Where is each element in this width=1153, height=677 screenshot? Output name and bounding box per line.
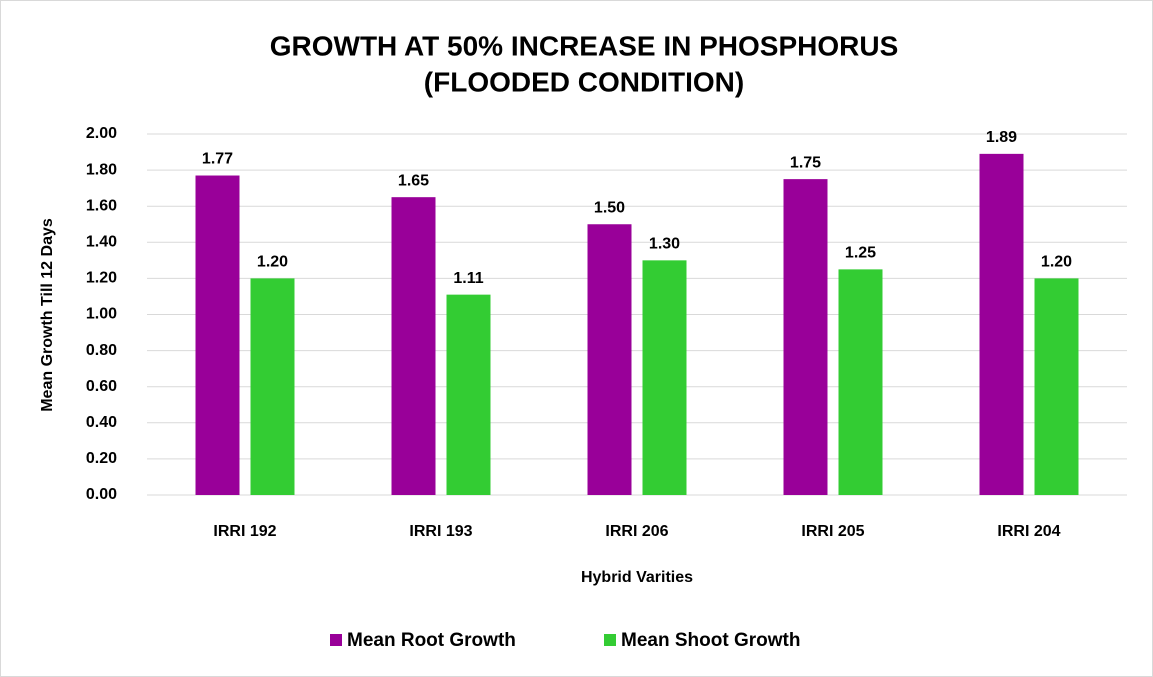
y-tick-label: 0.00 [86,486,117,503]
bar [250,278,295,495]
y-tick-label: 1.60 [86,197,117,214]
y-tick-label: 0.40 [86,414,117,431]
legend-label: Mean Shoot Growth [621,630,800,651]
bar [195,175,240,495]
y-tick-label: 1.80 [86,161,117,178]
y-tick-label: 0.60 [86,378,117,395]
y-tick-label: 1.40 [86,234,117,251]
bar [642,260,687,495]
y-tick-label: 1.20 [86,270,117,287]
data-label: 1.65 [398,172,429,189]
bar [783,179,828,495]
bar [838,269,883,495]
y-tick-label: 2.00 [86,125,117,142]
y-tick-label: 0.20 [86,450,117,467]
y-tick-label: 0.80 [86,342,117,359]
chart-title: (FLOODED CONDITION) [424,66,744,97]
legend-label: Mean Root Growth [347,630,516,651]
data-label: 1.89 [986,129,1017,146]
x-tick-label: IRRI 206 [605,523,668,540]
x-tick-label: IRRI 204 [997,523,1060,540]
data-label: 1.50 [594,199,625,216]
data-label: 1.77 [202,151,233,168]
bar [391,197,436,496]
x-tick-label: IRRI 193 [409,523,472,540]
data-label: 1.75 [790,154,821,171]
bar [587,224,632,495]
data-label: 1.20 [257,254,288,271]
legend-swatch [330,634,342,646]
data-label: 1.30 [649,236,680,253]
x-tick-label: IRRI 205 [801,523,864,540]
y-tick-label: 1.00 [86,306,117,323]
bar [979,153,1024,496]
data-label: 1.20 [1041,254,1072,271]
bar [1034,278,1079,495]
data-label: 1.25 [845,245,876,262]
chart-title: GROWTH AT 50% INCREASE IN PHOSPHORUS [270,30,899,61]
data-label: 1.11 [453,270,483,287]
legend-swatch [604,634,616,646]
x-axis-label: Hybrid Varities [581,569,693,586]
bar [446,294,491,495]
x-tick-label: IRRI 192 [213,523,276,540]
y-axis-label: Mean Growth Till 12 Days [39,218,56,412]
